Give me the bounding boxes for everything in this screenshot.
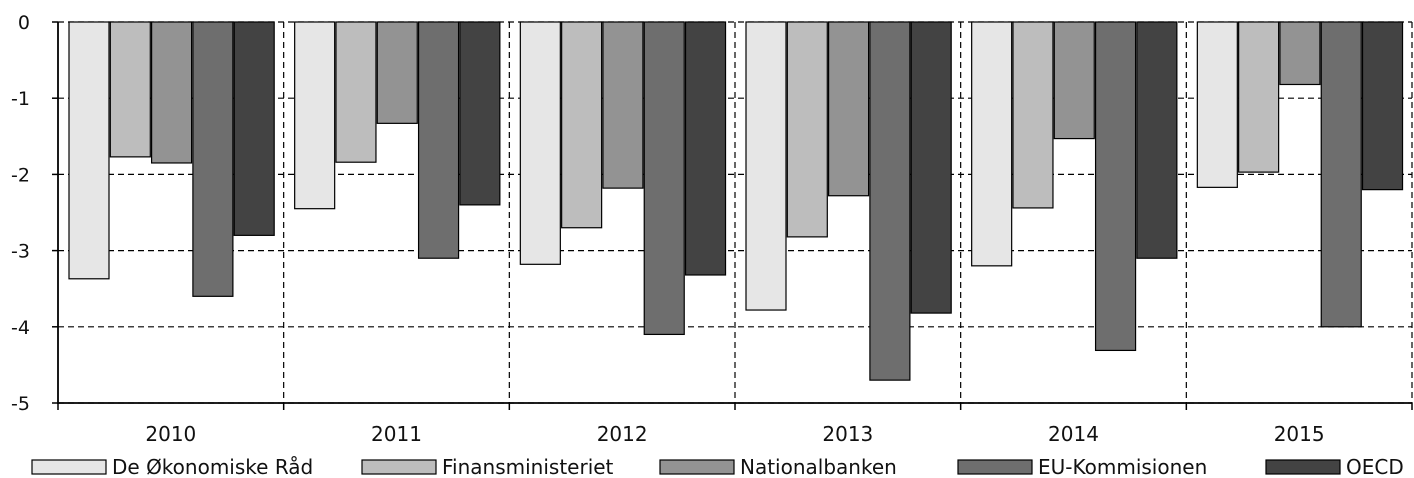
bar [1238,21,1280,173]
legend-label: De Økonomiske Råd [112,455,313,478]
bar [68,21,110,280]
bar [745,21,787,311]
bar [519,21,561,265]
bar [233,21,275,236]
bar [684,21,727,276]
legend-swatch [31,459,107,475]
bar [1279,21,1321,86]
bar [1320,21,1362,328]
bar [151,21,193,164]
y-tick-label: -1 [11,88,30,110]
x-tick-label: 2013 [822,422,873,446]
legend-swatch [1265,459,1341,475]
legend-swatch [659,459,735,475]
x-tick-label: 2011 [371,422,422,446]
bar [869,21,911,381]
x-tick-label: 2012 [597,422,648,446]
bar [910,21,952,314]
legend-label: EU-Kommisionen [1038,455,1207,478]
bar [294,21,336,210]
bar [109,21,151,158]
bar [786,21,828,238]
bar [971,21,1013,267]
bar [1094,21,1137,352]
legend-swatch [361,459,437,475]
y-tick-label: -5 [11,393,30,415]
y-tick-label: -2 [11,164,30,186]
legend-label: OECD [1346,455,1404,478]
bar [1012,21,1054,209]
bar [643,21,685,336]
bar [827,21,870,197]
bar [417,21,460,259]
legend-label: Nationalbanken [740,455,897,478]
bar [561,21,603,229]
y-tick-label: -3 [11,241,30,263]
x-tick-label: 2010 [145,422,196,446]
y-tick-label: 0 [18,12,30,34]
bar [1361,21,1404,191]
bar [459,21,501,206]
bar [192,21,234,297]
bar [1136,21,1178,259]
legend-label: Finansministeriet [442,455,614,478]
x-tick-label: 2015 [1274,422,1325,446]
bar [376,21,418,124]
bar [1053,21,1095,140]
x-tick-label: 2014 [1048,422,1099,446]
legend-swatch [957,459,1033,475]
bar [335,21,377,163]
y-tick-label: -4 [11,317,30,339]
bar [602,21,644,189]
bar [1196,21,1238,188]
